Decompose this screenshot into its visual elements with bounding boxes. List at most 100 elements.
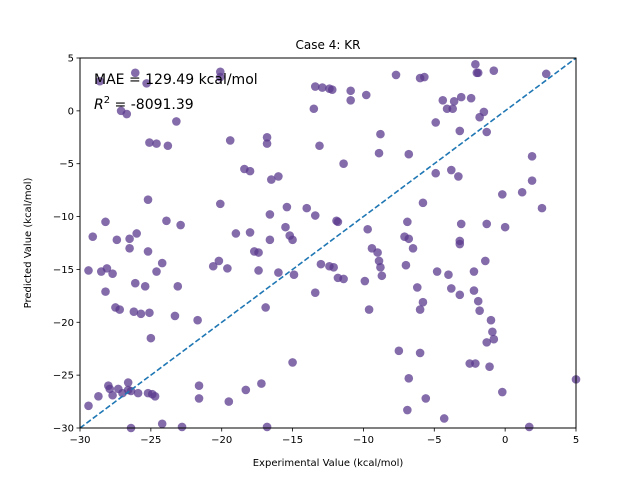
data-point: [364, 305, 374, 314]
y-ticks: −30 −25 −20 −15 −10 −5 0 5: [53, 54, 80, 435]
data-point: [403, 405, 412, 415]
data-point: [360, 276, 370, 286]
y-tick-label: −10: [53, 212, 74, 223]
y-tick-label: −25: [53, 371, 74, 382]
data-point: [302, 203, 312, 213]
data-point: [482, 219, 492, 229]
data-point: [315, 141, 324, 151]
data-point: [215, 199, 225, 209]
data-point: [261, 303, 270, 312]
data-point: [84, 266, 93, 275]
data-point: [125, 243, 134, 253]
x-tick-label: 0: [502, 435, 508, 446]
data-point: [274, 268, 283, 277]
data-point: [524, 422, 534, 432]
data-point: [377, 271, 387, 281]
data-point: [163, 141, 173, 151]
data-point: [412, 283, 422, 292]
data-point: [401, 260, 411, 270]
data-point: [309, 104, 319, 114]
data-point: [475, 112, 484, 122]
data-point: [475, 306, 484, 315]
data-point: [329, 263, 338, 272]
data-point: [152, 267, 161, 276]
data-point: [310, 82, 320, 91]
data-point: [469, 267, 479, 276]
data-point: [245, 228, 255, 237]
data-point: [318, 83, 327, 92]
data-point: [193, 315, 202, 325]
data-point: [150, 391, 160, 401]
data-point: [439, 414, 449, 423]
data-point: [132, 229, 141, 238]
data-point: [418, 198, 428, 208]
data-point: [455, 239, 465, 249]
data-point: [274, 172, 283, 181]
y-tick-label: −30: [53, 424, 74, 435]
data-point: [488, 327, 497, 337]
r2-exponent: 2: [104, 95, 110, 106]
data-point: [481, 256, 490, 266]
data-point: [527, 176, 537, 185]
plot-frame: [79, 57, 577, 429]
data-point: [473, 68, 483, 78]
data-point: [173, 282, 183, 291]
data-point: [88, 232, 98, 241]
identity-line: [79, 57, 577, 429]
data-point: [498, 190, 507, 199]
data-point: [172, 117, 181, 126]
data-point: [95, 76, 105, 86]
chart-title: Case 4: KR: [296, 38, 361, 52]
data-point: [281, 222, 290, 232]
x-tick-label: −25: [140, 435, 161, 446]
data-point: [376, 263, 385, 272]
data-point: [282, 202, 292, 212]
data-point: [122, 109, 132, 119]
data-point: [267, 175, 276, 184]
data-point: [112, 235, 122, 245]
data-point: [254, 248, 263, 257]
points-layer: [84, 60, 581, 433]
data-point: [146, 333, 156, 343]
x-tick-label: −30: [69, 435, 90, 446]
y-tick-label: −5: [59, 159, 74, 170]
data-point: [527, 152, 537, 161]
data-point: [245, 166, 255, 176]
x-tick-label: −5: [427, 435, 442, 446]
data-point: [418, 297, 428, 307]
data-point: [537, 203, 547, 213]
data-point: [176, 220, 185, 230]
data-point: [500, 222, 510, 232]
data-point: [376, 129, 385, 139]
data-point: [125, 234, 134, 244]
y-tick-label: −20: [53, 318, 74, 329]
data-point: [265, 235, 275, 245]
data-point: [101, 287, 110, 296]
data-point: [214, 256, 224, 266]
r2-value: = -8091.39: [110, 97, 194, 113]
data-point: [123, 378, 133, 387]
data-point: [194, 381, 204, 391]
data-point: [449, 97, 459, 106]
r2-annotation: R2 = -8091.39: [94, 95, 194, 113]
data-point: [391, 70, 401, 80]
data-point: [143, 195, 153, 204]
data-point: [374, 148, 384, 158]
data-point: [145, 308, 154, 318]
data-point: [482, 338, 492, 347]
data-point: [469, 286, 479, 295]
r2-symbol: R: [94, 97, 104, 113]
data-point: [136, 309, 146, 319]
x-axis-label: Experimental Value (kcal/mol): [253, 458, 404, 469]
data-point: [262, 132, 272, 142]
data-point: [466, 93, 476, 103]
data-point: [471, 359, 480, 368]
data-point: [254, 266, 263, 275]
data-point: [421, 394, 431, 403]
x-tick-label: 5: [573, 435, 579, 446]
data-point: [471, 60, 480, 69]
data-point: [223, 264, 232, 273]
data-point: [444, 270, 453, 280]
data-point: [404, 149, 414, 159]
